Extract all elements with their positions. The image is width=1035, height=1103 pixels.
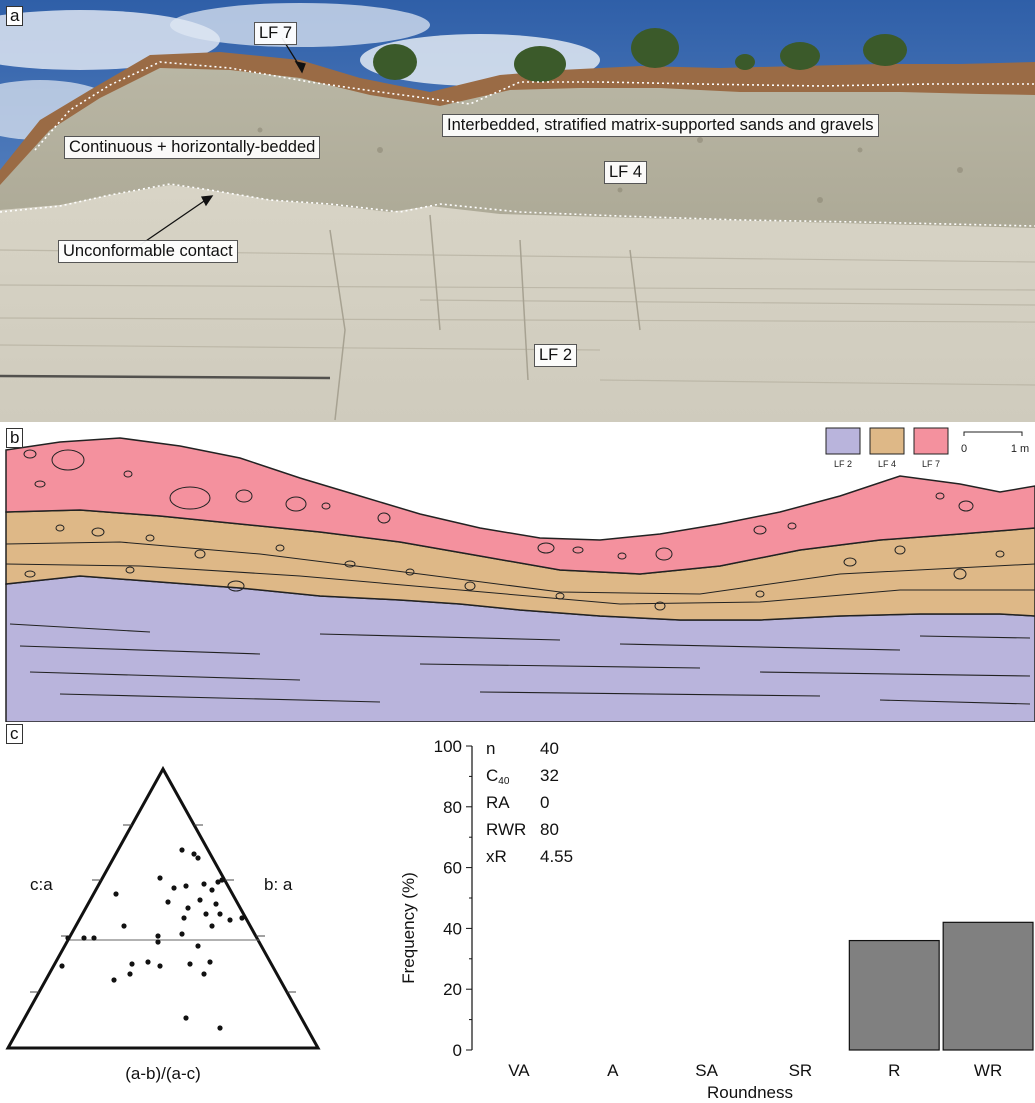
panel-a-photo: a LF 7 Continuous + horizontally-bedded … [0, 0, 1035, 422]
ternary-label-right: b: a [264, 875, 293, 894]
legend-label-lf7: LF 7 [922, 459, 940, 469]
histogram-y-tick-label-0: 0 [453, 1041, 462, 1060]
stat-key-ra: RA [486, 793, 510, 812]
histogram-x-tick-label-a: A [607, 1061, 619, 1080]
ternary-diagram: c:a b: a (a-b)/(a-c) [5, 765, 321, 1083]
stat-value-n: 40 [540, 739, 559, 758]
stats-block: n 40 C40 32 RA 0 RWR 80 xR 4.55 [486, 739, 573, 866]
histogram-x-tick-label-sa: SA [695, 1061, 718, 1080]
sketch-layer-lf7 [5, 437, 1035, 575]
histogram-x-axis-title: Roundness [707, 1083, 793, 1102]
label-lf7: LF 7 [254, 22, 298, 45]
legend-label-lf2: LF 2 [834, 459, 852, 469]
panel-letter-b: b [6, 428, 24, 448]
histogram-x-tick-label-va: VA [508, 1061, 530, 1080]
scale-label-end: 1 m [1011, 443, 1029, 455]
histogram-y-tick-label-80: 80 [443, 798, 462, 817]
scale-label-zero: 0 [961, 443, 967, 455]
stratigraphic-sketch: LF 2 LF 4 LF 7 0 1 m [0, 424, 1035, 722]
panel-b-sketch: LF 2 LF 4 LF 7 0 1 m b [0, 424, 1035, 722]
outcrop-photo [0, 0, 1035, 422]
stat-key-c40: C40 [486, 766, 510, 787]
histogram-y-tick-label-40: 40 [443, 919, 462, 938]
stat-value-xr: 4.55 [540, 847, 573, 866]
histogram-x-tick-label-sr: SR [789, 1061, 813, 1080]
histogram-y-tick-label-20: 20 [443, 980, 462, 999]
histogram-axes [466, 745, 473, 1051]
panel-letter-c: c [6, 724, 23, 744]
legend-swatch-lf7 [913, 427, 949, 455]
histogram-y-tick-label-100: 100 [434, 737, 462, 756]
stat-value-ra: 0 [540, 793, 549, 812]
label-lf2: LF 2 [534, 344, 578, 367]
stat-key-n: n [486, 739, 495, 758]
panel-letter-a: a [6, 6, 24, 26]
legend-label-lf4: LF 4 [878, 459, 896, 469]
stat-value-rwr: 80 [540, 820, 559, 839]
ternary-label-bottom: (a-b)/(a-c) [125, 1064, 201, 1083]
ternary-triangle [5, 765, 321, 1050]
stat-value-c40: 32 [540, 766, 559, 785]
ternary-label-left: c:a [30, 875, 53, 894]
label-lf4: LF 4 [604, 161, 648, 184]
scale-bar [963, 431, 1023, 436]
stat-key-rwr: RWR [486, 820, 526, 839]
stat-key-xr: xR [486, 847, 507, 866]
legend-swatch-lf4 [869, 427, 905, 455]
legend-swatch-lf2 [825, 427, 861, 455]
label-unconformable-contact: Unconformable contact [58, 240, 238, 263]
histogram-y-tick-label-60: 60 [443, 859, 462, 878]
label-interbedded-sands-gravels: Interbedded, stratified matrix-supported… [442, 114, 879, 137]
histogram-y-axis-title: Frequency (%) [399, 872, 418, 983]
histogram-x-tick-label-wr: WR [974, 1061, 1002, 1080]
histogram-x-tick-labels: VA A SA SR R WR [508, 1061, 1002, 1080]
panel-c: c c:a b: a (a-b)/(a-c) [0, 722, 1035, 1103]
histogram-x-tick-label-r: R [888, 1061, 900, 1080]
histogram-bar-wr [942, 921, 1034, 1051]
histogram-bar-r [848, 939, 940, 1051]
histogram-y-tick-labels: 0 20 40 60 80 100 [434, 737, 462, 1060]
stat-key-c40-sub: 40 [498, 776, 510, 787]
label-continuous-horizontally-bedded: Continuous + horizontally-bedded [64, 136, 321, 159]
histogram-bars [848, 921, 1034, 1051]
